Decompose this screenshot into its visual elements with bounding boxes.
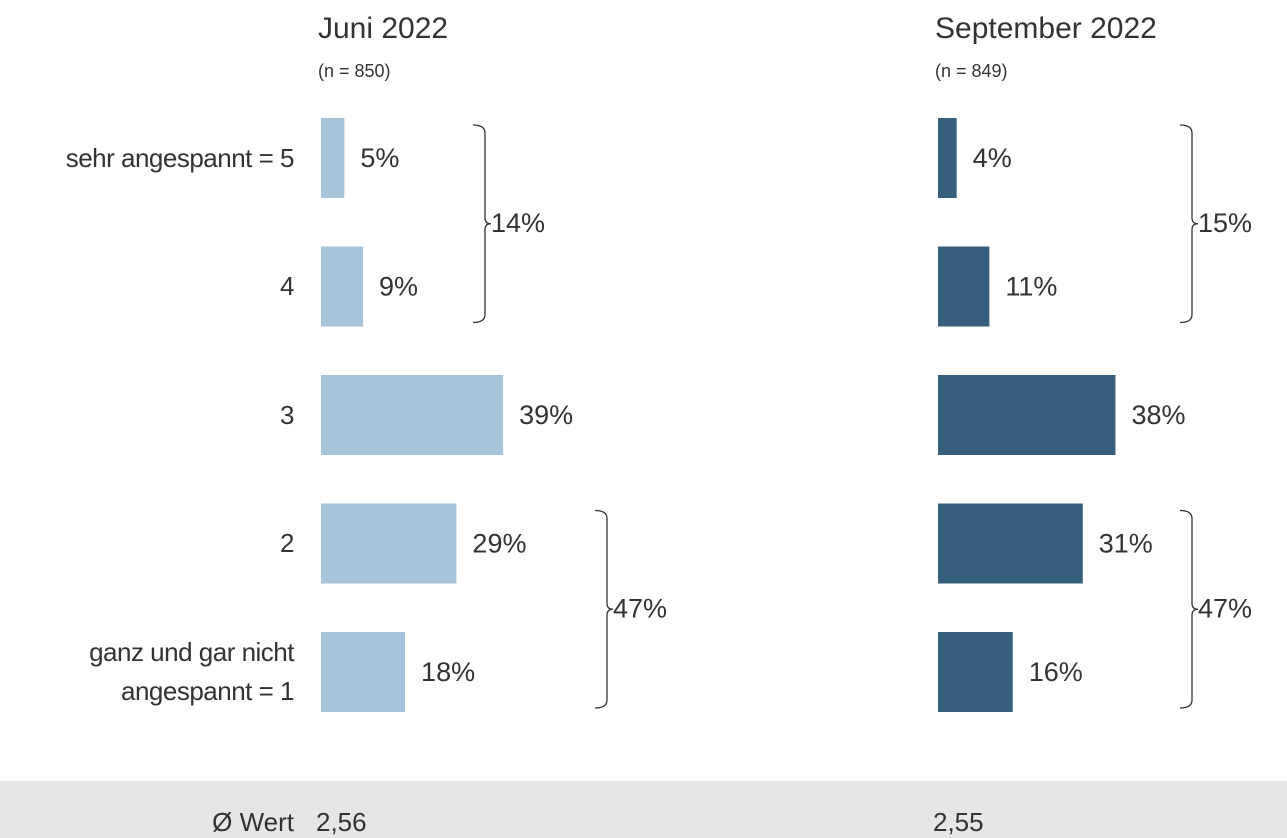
bar (938, 246, 990, 327)
bar (938, 503, 1083, 584)
group-label: 14% (491, 208, 545, 238)
group-label: 47% (1198, 593, 1252, 623)
category-label: 4 (280, 271, 294, 301)
footer-band (0, 781, 1287, 838)
category-label: 2 (280, 528, 294, 558)
chart-subtitle: (n = 849) (935, 61, 1008, 81)
bar (938, 632, 1013, 712)
bracket (1179, 509, 1199, 709)
value-label: 31% (1099, 529, 1153, 559)
value-label: 18% (421, 657, 475, 687)
category-label: 3 (280, 399, 294, 430)
value-label: 16% (1029, 657, 1083, 687)
mean-value: 2,56 (316, 807, 367, 837)
bracket (1179, 124, 1199, 324)
value-label: 11% (1005, 272, 1057, 302)
bar (321, 632, 406, 712)
value-label: 29% (472, 529, 526, 559)
bracket (594, 509, 614, 709)
bar (938, 118, 957, 198)
group-label: 15% (1198, 208, 1252, 238)
value-label: 39% (519, 400, 573, 430)
bar (321, 246, 364, 327)
value-label: 5% (360, 143, 399, 173)
bar (321, 375, 504, 455)
chart-title: Juni 2022 (318, 12, 448, 45)
value-label: 38% (1131, 400, 1185, 430)
value-label: 9% (379, 272, 418, 302)
footer-label: Ø Wert (212, 807, 295, 837)
bar (321, 118, 345, 198)
group-label: 47% (613, 593, 667, 623)
bar (321, 503, 457, 584)
value-label: 4% (973, 143, 1012, 173)
category-label: sehr angespannt = 5 (65, 142, 295, 173)
category-label: ganz und gar nicht angespannt = 1 (89, 637, 294, 706)
bar (938, 375, 1116, 455)
mean-value: 2,55 (933, 807, 984, 837)
chart-title: September 2022 (935, 12, 1157, 45)
bracket (472, 124, 492, 324)
chart-subtitle: (n = 850) (318, 61, 391, 81)
